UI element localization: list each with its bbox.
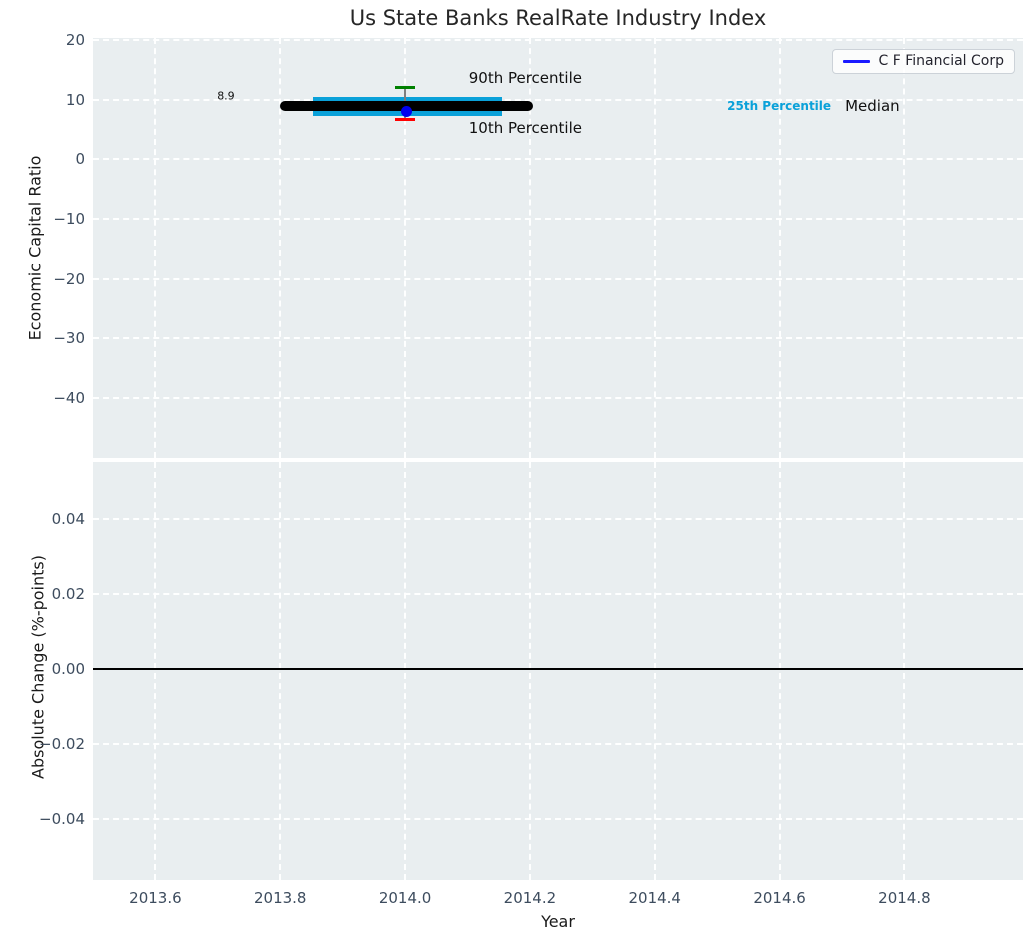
gridline [528, 462, 531, 880]
bottom-axes [93, 462, 1023, 880]
y-tick-label: 20 [65, 30, 85, 49]
x-tick-label: 2014.8 [878, 889, 931, 907]
top-y-axis-label: Economic Capital Ratio [25, 155, 45, 341]
gridline [93, 38, 1023, 41]
gridline [93, 517, 1023, 520]
y-tick-label: −20 [53, 269, 85, 288]
legend: C F Financial Corp [831, 49, 1015, 74]
y-tick-label: −40 [53, 388, 85, 407]
gridline [778, 462, 781, 880]
annotation-25th-percentile: 25th Percentile [727, 99, 832, 114]
y-tick-label: 0.02 [51, 584, 85, 603]
annotation-10th-percentile: 10th Percentile [468, 119, 582, 138]
gridline [404, 462, 407, 880]
gridline [653, 462, 656, 880]
gridline [93, 396, 1023, 399]
x-tick-label: 2014.4 [628, 889, 681, 907]
gridline [93, 98, 1023, 101]
annotation-90th-percentile: 90th Percentile [468, 69, 582, 88]
top-axes: C F Financial Corp 8.9 90th Percentile 10t… [93, 38, 1023, 458]
gridline [93, 337, 1023, 340]
gridline [279, 462, 282, 880]
x-tick-label: 2013.6 [129, 889, 182, 907]
p90-cap [395, 85, 416, 89]
gridline [903, 462, 906, 880]
y-tick-label: −10 [53, 209, 85, 228]
gridline [93, 217, 1023, 220]
y-tick-label: 0 [75, 150, 85, 169]
y-tick-label: 10 [65, 90, 85, 109]
gridline [154, 38, 157, 458]
gridline [93, 818, 1023, 821]
gridline [653, 38, 656, 458]
x-tick-label: 2014.2 [503, 889, 557, 907]
p10-cap [395, 117, 416, 121]
legend-line-icon [842, 59, 870, 63]
y-tick-label: −0.02 [39, 735, 85, 754]
y-tick-label: 0.00 [51, 660, 85, 679]
gridline [279, 38, 282, 458]
x-tick-label: 2013.8 [253, 889, 307, 907]
annotation-8-9: 8.9 [217, 89, 235, 103]
x-tick-label: 2014.6 [753, 889, 806, 907]
median-dot [400, 106, 412, 118]
gridline [93, 158, 1023, 161]
gridline [903, 38, 906, 458]
gridline [154, 462, 157, 880]
x-axis-label: Year [541, 912, 575, 931]
y-tick-label: −0.04 [39, 810, 85, 829]
y-tick-label: −30 [53, 329, 85, 348]
gridline [93, 277, 1023, 280]
gridline [778, 38, 781, 458]
gridline [93, 743, 1023, 746]
gridline [93, 592, 1023, 595]
zero-line [93, 668, 1023, 671]
y-tick-label: 0.04 [51, 509, 85, 528]
x-tick-label: 2014.0 [378, 889, 432, 907]
annotation-median: Median [845, 97, 900, 116]
gridline [528, 38, 531, 458]
gridline [404, 38, 407, 458]
legend-label: C F Financial Corp [878, 53, 1004, 69]
chart-title: Us State Banks RealRate Industry Index [349, 6, 767, 30]
